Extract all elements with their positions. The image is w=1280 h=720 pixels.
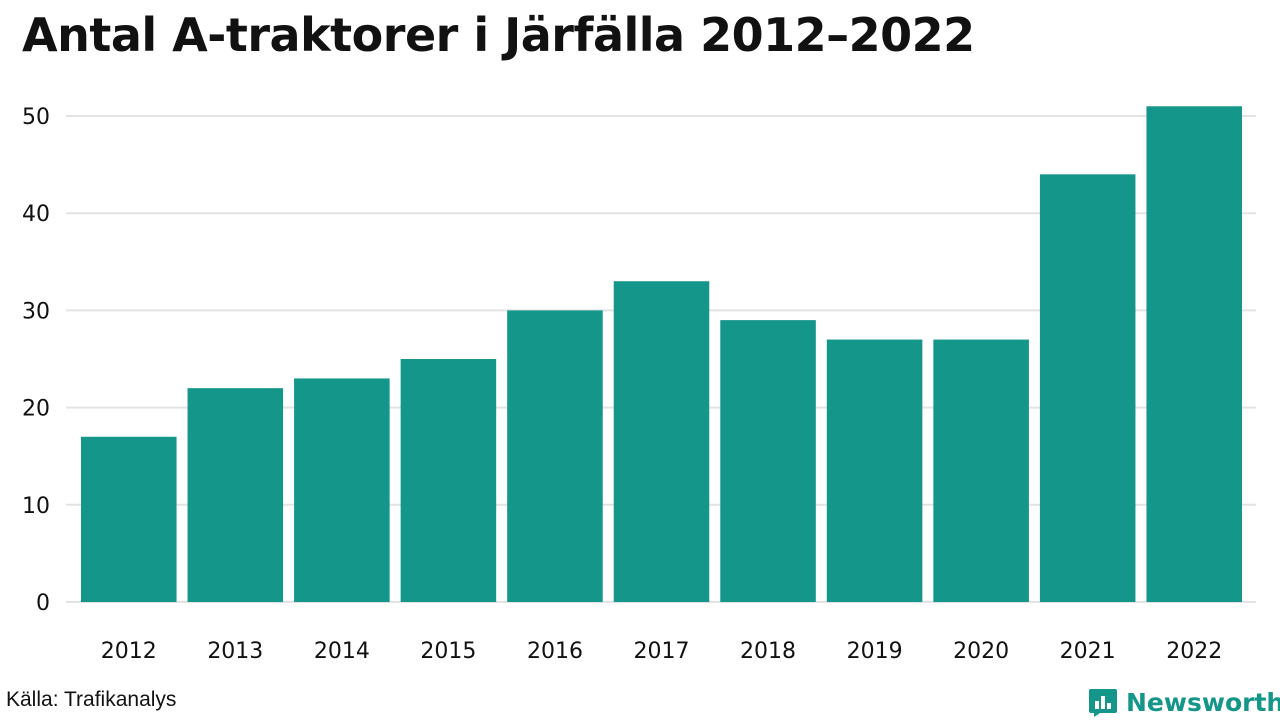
bar bbox=[720, 320, 816, 602]
y-tick-label: 40 bbox=[22, 202, 50, 227]
bar bbox=[933, 339, 1029, 602]
y-tick-label: 30 bbox=[22, 299, 50, 324]
x-tick-label: 2014 bbox=[314, 639, 370, 664]
x-tick-label: 2015 bbox=[420, 639, 476, 664]
bar bbox=[1039, 174, 1136, 602]
y-tick-label: 50 bbox=[22, 105, 50, 130]
x-tick-label: 2013 bbox=[207, 639, 263, 664]
x-tick-label: 2022 bbox=[1166, 639, 1222, 664]
bar bbox=[81, 436, 177, 602]
x-tick-label: 2012 bbox=[101, 639, 157, 664]
x-tick-label: 2019 bbox=[847, 639, 903, 664]
x-tick-label: 2017 bbox=[634, 639, 690, 664]
x-tick-label: 2016 bbox=[527, 639, 583, 664]
newsworthy-logo-icon bbox=[1089, 689, 1117, 717]
bar bbox=[613, 281, 710, 602]
bar bbox=[294, 378, 390, 602]
bar bbox=[1146, 106, 1242, 602]
bar bbox=[507, 310, 603, 602]
bar bbox=[187, 388, 284, 602]
x-tick-label: 2021 bbox=[1060, 639, 1116, 664]
bar bbox=[400, 359, 497, 602]
bar bbox=[826, 339, 923, 602]
source-label: Källa: Trafikanalys bbox=[6, 688, 177, 711]
x-tick-label: 2020 bbox=[953, 639, 1009, 664]
chart-title: Antal A-traktorer i Järfälla 2012–2022 bbox=[22, 8, 975, 62]
x-tick-label: 2018 bbox=[740, 639, 796, 664]
y-tick-label: 20 bbox=[22, 397, 50, 422]
y-tick-label: 10 bbox=[22, 494, 50, 519]
brand-name: Newsworthy bbox=[1126, 687, 1280, 717]
brand-logo: Newsworthy bbox=[1088, 684, 1280, 720]
y-tick-label: 0 bbox=[36, 591, 50, 616]
